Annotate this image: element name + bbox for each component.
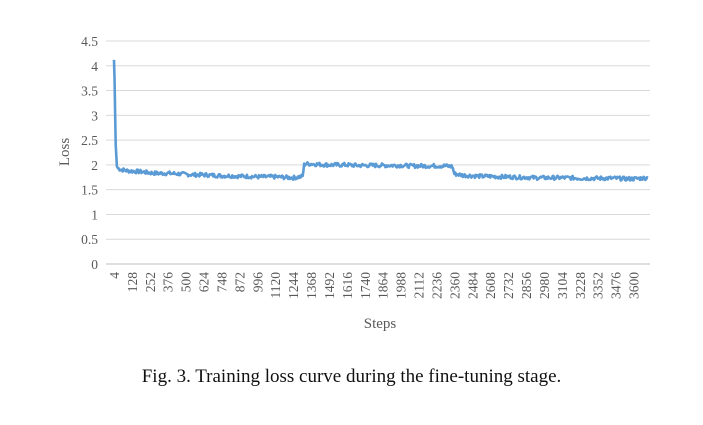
y-tick-label: 1.5 — [81, 183, 98, 198]
x-tick-label: 3352 — [591, 272, 606, 299]
x-tick-label: 2980 — [537, 272, 552, 299]
plot-area — [112, 59, 649, 182]
x-tick-label: 1244 — [286, 272, 301, 299]
x-tick-label: 872 — [232, 272, 247, 292]
y-tick-labels: 0 0.5 1 1.5 2 2.5 3 3.5 4 4.5 — [81, 34, 98, 272]
y-tick-label: 4 — [91, 59, 98, 74]
y-tick-label: 1 — [91, 207, 98, 222]
x-tick-label: 624 — [197, 272, 212, 293]
x-tick-label: 3600 — [627, 272, 642, 299]
y-tick-label: 3 — [91, 108, 98, 123]
x-tick-label: 2608 — [483, 272, 498, 299]
x-tick-label: 996 — [250, 272, 265, 293]
x-tick-label: 2112 — [412, 272, 427, 299]
x-tick-label: 1740 — [358, 272, 373, 299]
x-tick-label: 2484 — [465, 272, 480, 299]
y-axis-label: Loss — [57, 138, 73, 167]
x-tick-label: 2360 — [447, 272, 462, 299]
x-tick-label: 3476 — [609, 272, 624, 299]
y-tick-label: 0 — [91, 257, 98, 272]
y-tick-label: 4.5 — [81, 34, 98, 49]
y-tick-label: 3.5 — [81, 84, 98, 99]
x-tick-label: 2856 — [519, 272, 534, 299]
x-tick-label: 500 — [179, 272, 194, 293]
x-tick-label: 4 — [107, 272, 122, 279]
x-tick-label: 2236 — [429, 272, 444, 299]
x-tick-label: 2732 — [501, 272, 516, 299]
y-tick-label: 2.5 — [81, 133, 98, 148]
x-tick-labels: 4 128 252 376 500 624 748 872 996 1120 1244 1368 149… — [107, 272, 642, 299]
x-axis-label: Steps — [364, 316, 397, 332]
x-tick-label: 1988 — [394, 272, 409, 299]
x-tick-label: 1864 — [376, 272, 391, 299]
x-tick-label: 1492 — [322, 272, 337, 299]
y-tick-label: 2 — [91, 158, 98, 173]
loss-chart: 00.511.522.533.544.5 4 128 252 376 500 624 748… — [57, 34, 650, 332]
x-tick-label: 3104 — [555, 272, 570, 299]
x-tick-label: 376 — [161, 272, 176, 293]
x-tick-label: 252 — [143, 272, 158, 292]
y-tick-label: 0.5 — [81, 232, 98, 247]
x-tick-label: 1120 — [268, 272, 283, 299]
loss-series-line — [112, 59, 649, 182]
figure-caption: Fig. 3. Training loss curve during the f… — [141, 366, 562, 387]
x-tick-label: 1616 — [340, 272, 355, 299]
x-tick-label: 3228 — [573, 272, 588, 299]
x-tick-label: 1368 — [304, 272, 319, 299]
x-tick-label: 128 — [125, 272, 140, 293]
grid-lines — [106, 40, 650, 265]
x-tick-label: 748 — [214, 272, 229, 293]
